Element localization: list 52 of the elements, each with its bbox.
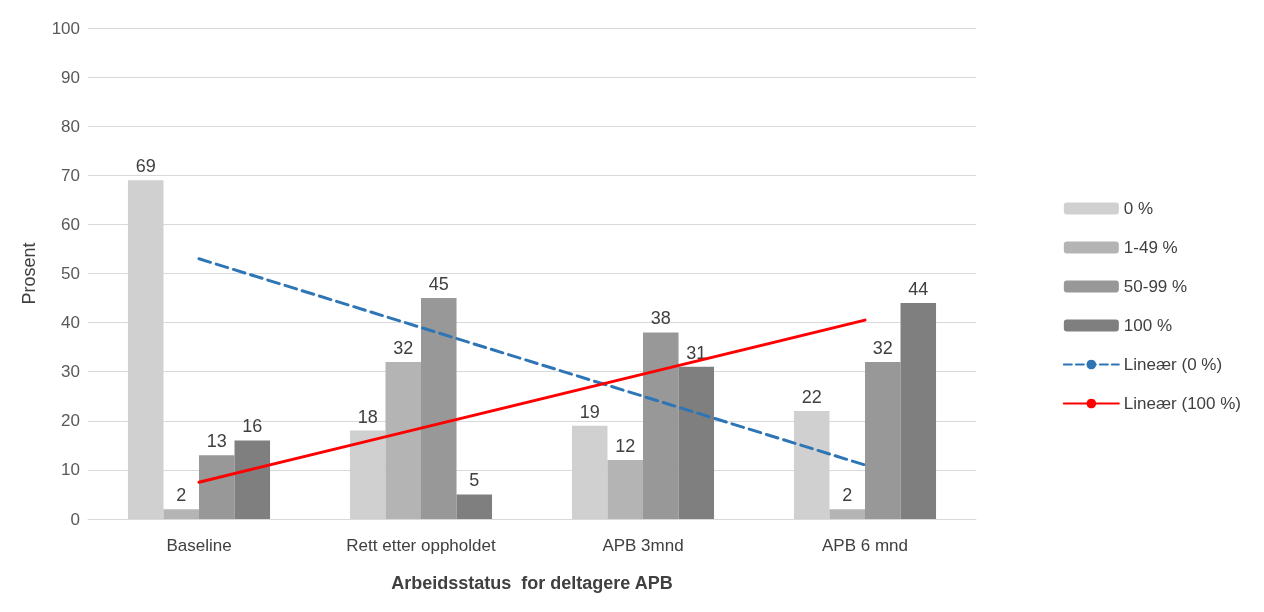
data-label: 2: [176, 485, 187, 506]
data-label: 12: [615, 436, 636, 457]
x-tick-label: APB 6 mnd: [822, 536, 908, 555]
data-label: 5: [469, 470, 480, 491]
y-tick-label: 90: [61, 67, 80, 87]
legend-label: 1-49 %: [1123, 238, 1178, 257]
bar: [678, 366, 715, 519]
bar: [421, 298, 457, 519]
y-tick-label: 40: [61, 313, 80, 333]
data-label: 45: [428, 274, 449, 295]
legend-label: Lineær (100 %): [1123, 394, 1242, 413]
bar: [829, 509, 865, 519]
legend-label: Lineær (0 %): [1123, 355, 1223, 374]
y-tick-label: 0: [70, 509, 80, 529]
data-label: 44: [908, 278, 929, 299]
y-tick-label: 80: [61, 116, 80, 136]
y-axis-title: Prosent: [19, 242, 39, 305]
bar: [456, 494, 493, 519]
y-tick-label: 10: [61, 460, 80, 480]
bar: [163, 509, 199, 519]
y-tick-label: 30: [61, 362, 80, 382]
line-series: [197, 257, 867, 467]
data-label: 31: [686, 342, 707, 363]
data-label: 18: [357, 406, 378, 427]
x-axis-title: Arbeidsstatus for deltagere APB: [391, 573, 673, 593]
y-tick-label: 100: [51, 18, 80, 38]
legend-label: 100 %: [1123, 316, 1173, 335]
data-label: 32: [872, 337, 893, 358]
bar: [643, 332, 679, 519]
x-tick-label: Rett etter oppholdet: [346, 536, 496, 555]
x-tick-label: Baseline: [166, 536, 232, 555]
data-label: 19: [579, 401, 600, 422]
y-tick-label: 60: [61, 214, 80, 234]
legend-label: 0 %: [1123, 199, 1154, 218]
bar: [199, 455, 235, 519]
data-label: 16: [242, 416, 263, 437]
data-label: 69: [135, 156, 156, 177]
bar: [385, 361, 421, 519]
bar: [607, 460, 643, 519]
bar: [900, 302, 937, 519]
x-tick-label: APB 3mnd: [602, 536, 684, 555]
data-label: 13: [206, 431, 227, 452]
data-label: 2: [842, 485, 853, 506]
bar: [865, 361, 901, 519]
data-label: 38: [650, 308, 671, 329]
y-tick-label: 50: [61, 264, 80, 283]
bar: [234, 440, 271, 519]
data-label: 32: [393, 337, 414, 358]
data-label: 22: [801, 386, 822, 407]
y-tick-label: 20: [61, 411, 80, 431]
legend-label: 50-99 %: [1123, 277, 1188, 296]
y-tick-label: 70: [61, 165, 80, 185]
